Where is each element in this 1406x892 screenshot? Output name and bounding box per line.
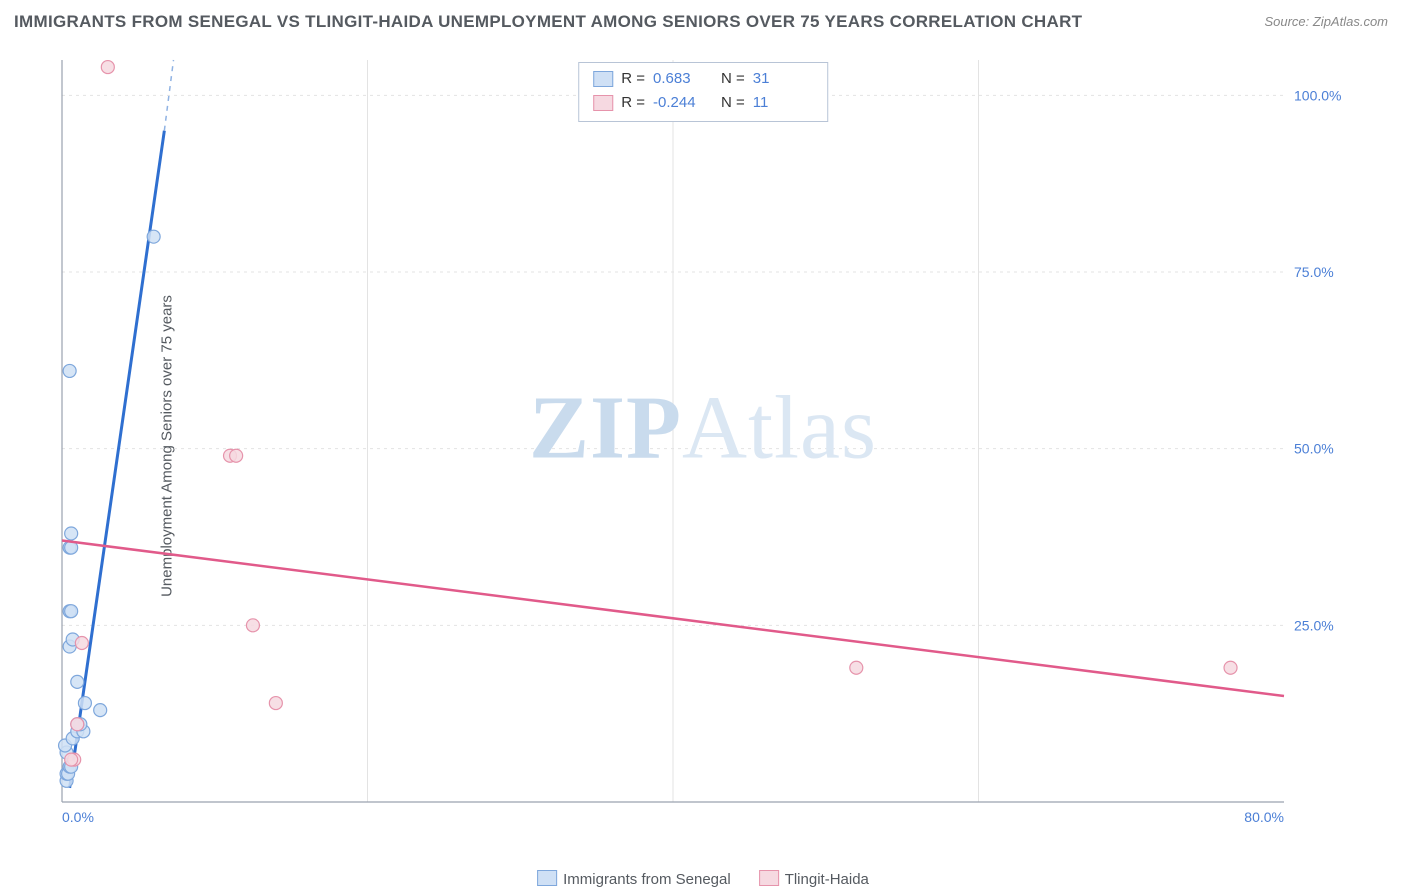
svg-text:0.0%: 0.0% (62, 809, 94, 825)
legend-series: Immigrants from Senegal Tlingit-Haida (537, 870, 869, 888)
svg-text:50.0%: 50.0% (1294, 441, 1334, 457)
legend-swatch (593, 95, 613, 111)
legend-stat-row: R = 0.683N = 31 (593, 67, 813, 91)
scatter-plot: 25.0% 50.0% 75.0% 100.0% 0.0% 80.0% (54, 58, 1344, 828)
legend-swatch (537, 870, 557, 886)
legend-item: Tlingit-Haida (759, 870, 869, 888)
legend-stat-row: R = -0.244N = 11 (593, 91, 813, 115)
svg-text:75.0%: 75.0% (1294, 264, 1334, 280)
legend-swatch (593, 71, 613, 87)
source-label: Source: ZipAtlas.com (1264, 14, 1388, 29)
svg-text:25.0%: 25.0% (1294, 617, 1334, 633)
svg-text:80.0%: 80.0% (1244, 809, 1284, 825)
chart-container: IMMIGRANTS FROM SENEGAL VS TLINGIT-HAIDA… (0, 0, 1406, 892)
legend-swatch (759, 870, 779, 886)
chart-title: IMMIGRANTS FROM SENEGAL VS TLINGIT-HAIDA… (14, 12, 1082, 32)
legend-item: Immigrants from Senegal (537, 870, 731, 888)
svg-text:100.0%: 100.0% (1294, 87, 1341, 103)
legend-stats: R = 0.683N = 31R = -0.244N = 11 (578, 62, 828, 122)
